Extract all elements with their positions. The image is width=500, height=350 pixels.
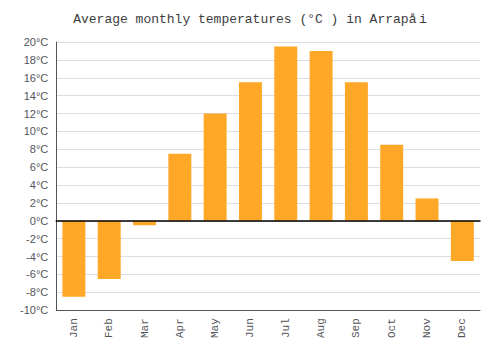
svg-text:2°C: 2°C (30, 197, 49, 209)
svg-text:Feb: Feb (103, 318, 115, 338)
svg-text:6°C: 6°C (30, 161, 49, 173)
svg-text:-4°C: -4°C (26, 251, 48, 263)
svg-text:-8°C: -8°C (26, 286, 48, 298)
svg-text:Aug: Aug (315, 318, 327, 338)
svg-text:8°C: 8°C (30, 143, 49, 155)
svg-text:0°C: 0°C (30, 215, 49, 227)
svg-text:10°C: 10°C (24, 125, 49, 137)
svg-text:-6°C: -6°C (26, 268, 48, 280)
svg-text:May: May (209, 318, 221, 338)
svg-text:-2°C: -2°C (26, 233, 48, 245)
svg-text:-10°C: -10°C (20, 304, 48, 316)
svg-text:Average monthly temperatures (: Average monthly temperatures (°C ) in Ar… (73, 12, 427, 27)
svg-text:20°C: 20°C (24, 36, 49, 48)
svg-text:Nov: Nov (421, 318, 433, 338)
svg-text:Sep: Sep (350, 318, 362, 338)
svg-text:Oct: Oct (386, 318, 398, 338)
svg-text:12°C: 12°C (24, 108, 49, 120)
svg-text:16°C: 16°C (24, 72, 49, 84)
svg-text:Apr: Apr (174, 318, 186, 338)
svg-text:Jan: Jan (68, 318, 80, 338)
svg-text:Mar: Mar (139, 318, 151, 338)
svg-text:14°C: 14°C (24, 90, 49, 102)
svg-text:Dec: Dec (456, 318, 468, 338)
svg-text:Jul: Jul (280, 318, 292, 338)
svg-text:Jun: Jun (244, 318, 256, 338)
svg-text:4°C: 4°C (30, 179, 49, 191)
svg-text:18°C: 18°C (24, 54, 49, 66)
